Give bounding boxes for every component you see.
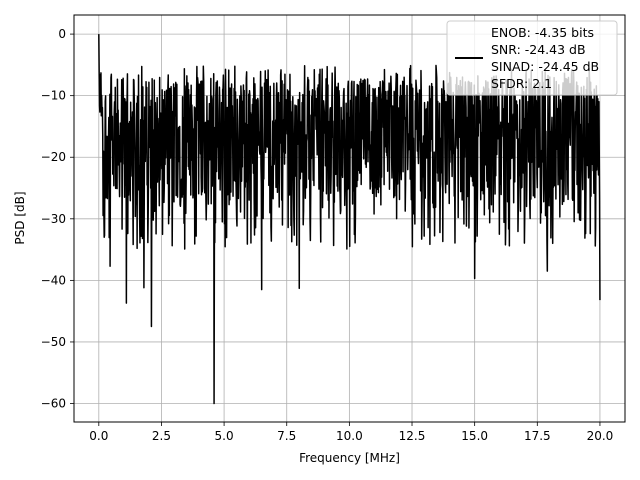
- x-tick-label: 10.0: [336, 429, 363, 443]
- x-tick-label: 12.5: [399, 429, 426, 443]
- x-axis-ticks: 0.0 2.5 5.0 7.5 10.0 12.5 15.0 17.5 20.0: [89, 422, 613, 443]
- x-tick-label: 2.5: [152, 429, 171, 443]
- y-axis-ticks: 0 −10 −20 −30 −40 −50 −60: [41, 27, 74, 411]
- x-tick-label: 15.0: [461, 429, 488, 443]
- legend-entry-sfdr: SFDR: 2.1: [491, 76, 552, 91]
- legend-box: [446, 20, 618, 96]
- x-tick-label: 7.5: [277, 429, 296, 443]
- y-tick-label: −20: [41, 150, 66, 164]
- x-tick-label: 20.0: [587, 429, 614, 443]
- y-tick-label: −40: [41, 273, 66, 287]
- x-tick-label: 5.0: [215, 429, 234, 443]
- x-tick-label: 0.0: [89, 429, 108, 443]
- psd-series: [98, 34, 601, 405]
- x-axis-label: Frequency [MHz]: [299, 451, 400, 465]
- x-tick-label: 17.5: [524, 429, 551, 443]
- y-tick-label: −30: [41, 212, 66, 226]
- legend: ENOB: -4.35 bits SNR: -24.43 dB SINAD: -…: [446, 20, 618, 96]
- y-tick-label: 0: [58, 27, 66, 41]
- legend-entry-snr: SNR: -24.43 dB: [491, 42, 586, 57]
- legend-entry-enob: ENOB: -4.35 bits: [491, 25, 594, 40]
- y-tick-label: −50: [41, 335, 66, 349]
- legend-entry-sinad: SINAD: -24.45 dB: [491, 59, 599, 74]
- y-tick-label: −10: [41, 89, 66, 103]
- y-axis-label: PSD [dB]: [13, 191, 27, 244]
- y-tick-label: −60: [41, 397, 66, 411]
- psd-line: [98, 34, 601, 405]
